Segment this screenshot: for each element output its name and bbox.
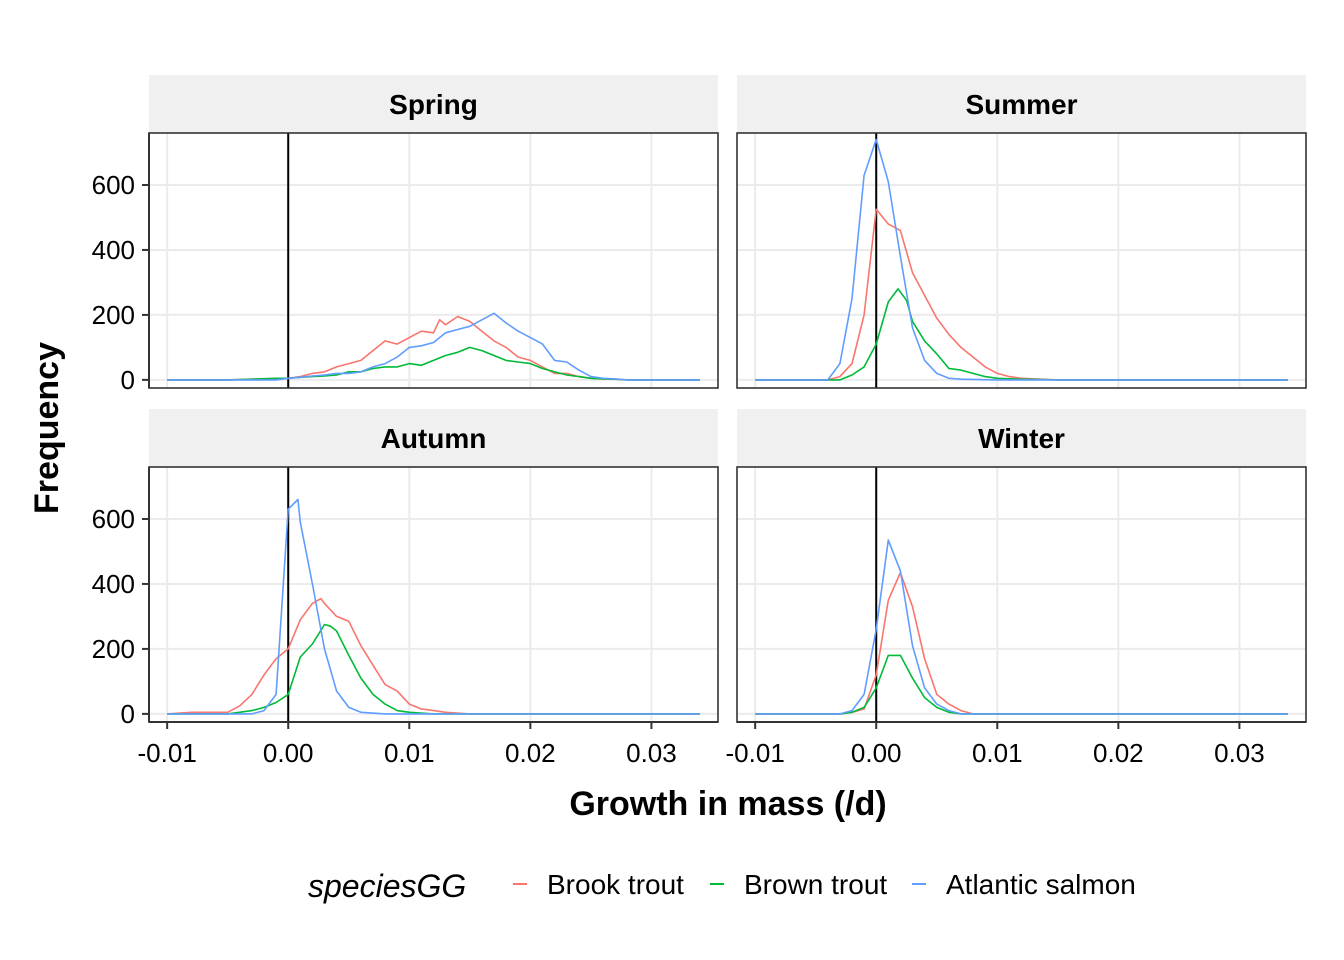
panel-border [148,132,719,389]
legend-item-atlantic-salmon: Atlantic salmon [912,869,1136,900]
series-line-atlantic-salmon [167,312,700,381]
series-line-atlantic-salmon [755,138,1288,381]
series-line-brook-trout [167,597,700,715]
panel-summer: Summer [736,75,1307,389]
facet-strip-label: Autumn [381,423,487,454]
x-tick-label: 0.00 [263,738,314,768]
series-line-brown-trout [755,654,1288,715]
x-tick-label: 0.00 [851,738,902,768]
y-tick-label: 200 [92,634,135,664]
y-axis-title: Frequency [28,342,66,514]
y-tick-label: 0 [121,699,135,729]
x-tick-label: 0.03 [1214,738,1265,768]
x-tick-label: 0.02 [505,738,556,768]
x-tick-label: 0.01 [972,738,1023,768]
panel-spring: Spring 0 200 400 600 [92,75,719,395]
y-tick-label: 600 [92,504,135,534]
panel-border [736,466,1307,723]
series-line-brown-trout [755,288,1288,381]
facet-strip-label: Spring [389,89,478,120]
series-line-brook-trout [755,571,1288,715]
y-tick-label: 600 [92,170,135,200]
series-line-atlantic-salmon [755,539,1288,715]
x-tick-label: -0.01 [726,738,785,768]
x-axis-title: Growth in mass (/d) [569,785,886,823]
panel-winter: Winter -0.01 0.00 0.01 0.02 0.03 [726,409,1307,768]
legend: speciesGG Brook trout Brown trout Atlantic … [308,868,1136,904]
facet-strip-label: Winter [978,423,1065,454]
x-tick-label: 0.01 [384,738,435,768]
panel-autumn: Autumn 0 200 400 600 -0.01 0.00 0.01 0.02 0.03 [92,409,719,768]
x-tick-label: -0.01 [138,738,197,768]
legend-title: speciesGG [308,868,466,904]
facet-strip [149,409,718,467]
series-line-brook-trout [755,208,1288,381]
facet-strip [737,409,1306,467]
y-tick-label: 200 [92,300,135,330]
series-line-brook-trout [167,315,700,381]
y-tick-label: 0 [121,365,135,395]
legend-item-brown-trout: Brown trout [710,869,887,900]
facet-strip [737,75,1306,133]
panel-border [736,132,1307,389]
facet-strip-label: Summer [965,89,1077,120]
series-line-brown-trout [167,346,700,381]
x-tick-label: 0.02 [1093,738,1144,768]
legend-label: Brook trout [547,869,684,900]
x-tick-label: 0.03 [626,738,677,768]
legend-label: Brown trout [744,869,887,900]
facet-strip [149,75,718,133]
legend-item-brook-trout: Brook trout [513,869,684,900]
y-tick-label: 400 [92,569,135,599]
series-line-brown-trout [167,623,700,715]
panel-border [148,466,719,723]
series-line-atlantic-salmon [167,498,700,715]
y-tick-label: 400 [92,235,135,265]
legend-label: Atlantic salmon [946,869,1136,900]
